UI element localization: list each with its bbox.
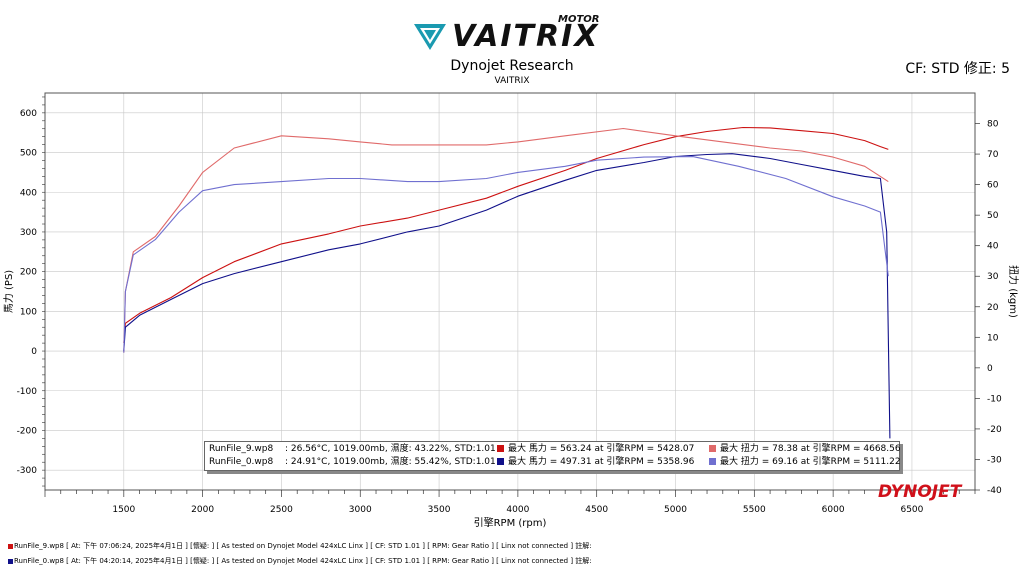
y-left-tick-label: -300 — [17, 466, 38, 476]
grid-lines — [45, 93, 975, 490]
legend-max-hp-text: 最大 馬力 = 497.31 at 引擎RPM = 5358.96 — [508, 457, 695, 467]
x-tick-label: 5500 — [743, 505, 766, 515]
shield-icon — [414, 24, 446, 50]
y-left-tick-label: 600 — [20, 109, 37, 119]
y-right-tick-label: 60 — [987, 181, 999, 191]
y-right-tick-label: 30 — [987, 272, 999, 282]
footer-text: RunFile_9.wp8 [ At: 下午 07:06:24, 2025年4月… — [14, 542, 592, 550]
y-left-tick-label: 200 — [20, 268, 37, 278]
x-tick-label: 3500 — [428, 505, 451, 515]
footer-run9: RunFile_9.wp8 [ At: 下午 07:06:24, 2025年4月… — [8, 541, 592, 551]
x-tick-label: 4500 — [585, 505, 608, 515]
footer-swatch — [8, 543, 13, 549]
legend-row-run0: RunFile_0.wp8 : 24.91°C, 1019.00mb, 濕度: … — [209, 456, 901, 469]
y-right-tick-label: 10 — [987, 333, 999, 343]
logo-sub-text: MOTOR — [558, 14, 599, 25]
y-right-tick-label: 20 — [987, 303, 999, 313]
y-right-tick-label: 50 — [987, 211, 999, 221]
footer-run0: RunFile_0.wp8 [ At: 下午 04:20:14, 2025年4月… — [8, 556, 592, 566]
y-right-tick-label: 40 — [987, 242, 999, 252]
y-right-tick-label: -30 — [987, 455, 1002, 465]
footer-swatch — [8, 558, 13, 564]
legend-swatch-hp — [497, 445, 504, 452]
vaitrix-logo-graphic: VAITRIX MOTOR — [414, 14, 599, 54]
y-axis-right-label: 扭力 (kgm) — [1007, 265, 1020, 318]
y-right-tick-label: -20 — [987, 425, 1002, 435]
legend-swatch-tq — [709, 445, 716, 452]
x-tick-label: 6500 — [900, 505, 923, 515]
x-tick-label: 5000 — [664, 505, 687, 515]
series-line-0 — [123, 126, 889, 344]
y-right-tick-label: -10 — [987, 394, 1002, 404]
y-left-tick-label: -100 — [17, 387, 38, 397]
legend-conditions: : 26.56°C, 1019.00mb, 濕度: 43.22%, STD:1.… — [285, 444, 496, 454]
y-right-tick-label: -40 — [987, 486, 1002, 496]
legend-file-name: RunFile_9.wp8 — [209, 444, 274, 454]
x-tick-label: 3000 — [349, 505, 372, 515]
chart-title: Dynojet Research — [450, 58, 574, 74]
legend-max-tq-text: 最大 扭力 = 69.16 at 引擎RPM = 5111.22 — [720, 457, 901, 467]
legend-max-tq: 最大 扭力 = 78.38 at 引擎RPM = 4668.56 — [709, 443, 901, 456]
y-right-tick-label: 80 — [987, 120, 999, 130]
legend-swatch-hp — [497, 458, 504, 465]
y-right-tick-label: 70 — [987, 150, 999, 160]
logo-brand-text: VAITRIX — [452, 19, 599, 54]
legend-max-tq-text: 最大 扭力 = 78.38 at 引擎RPM = 4668.56 — [720, 444, 901, 454]
axes: 1500 2000 2500 3000 3500 4000 4500 5000 5500 6000… — [17, 96, 1002, 515]
chart-subtitle: VAITRIX — [494, 76, 530, 86]
plot-frame — [44, 92, 976, 491]
legend-max-hp-text: 最大 馬力 = 563.24 at 引擎RPM = 5428.07 — [508, 444, 695, 454]
y-left-tick-label: 500 — [20, 149, 37, 159]
legend-max-tq: 最大 扭力 = 69.16 at 引擎RPM = 5111.22 — [709, 456, 901, 469]
legend-file-name: RunFile_0.wp8 — [209, 457, 274, 467]
y-left-tick-label: -200 — [17, 426, 38, 436]
legend: RunFile_9.wp8 : 26.56°C, 1019.00mb, 濕度: … — [204, 441, 901, 471]
x-tick-label: 2500 — [270, 505, 293, 515]
legend-max-hp: 最大 馬力 = 563.24 at 引擎RPM = 5428.07 — [497, 443, 697, 456]
y-left-tick-label: 0 — [31, 347, 37, 357]
legend-conditions: : 24.91°C, 1019.00mb, 濕度: 55.42%, STD:1.… — [285, 457, 496, 467]
legend-max-hp: 最大 馬力 = 497.31 at 引擎RPM = 5358.96 — [497, 456, 697, 469]
y-left-tick-label: 100 — [20, 307, 37, 317]
series-line-1 — [123, 127, 889, 353]
y-left-tick-label: 400 — [20, 188, 37, 198]
x-tick-label: 4000 — [506, 505, 529, 515]
dynojet-logo: DYNOJET — [878, 482, 963, 502]
correction-factor-label: CF: STD 修正: 5 — [905, 61, 1010, 77]
x-tick-label: 1500 — [112, 505, 135, 515]
x-tick-label: 6000 — [822, 505, 845, 515]
y-right-tick-label: 0 — [987, 364, 993, 374]
x-axis-label: 引擎RPM (rpm) — [474, 516, 547, 529]
vaitrix-logo: VAITRIX MOTOR — [412, 10, 612, 56]
series-layer — [123, 126, 891, 439]
legend-swatch-tq — [709, 458, 716, 465]
series-line-2 — [123, 153, 891, 439]
footer-text: RunFile_0.wp8 [ At: 下午 04:20:14, 2025年4月… — [14, 557, 592, 565]
x-tick-label: 2000 — [191, 505, 214, 515]
legend-row-run9: RunFile_9.wp8 : 26.56°C, 1019.00mb, 濕度: … — [209, 443, 901, 456]
series-line-3 — [123, 156, 889, 353]
y-left-tick-label: 300 — [20, 228, 37, 238]
y-axis-left-label: 馬力 (PS) — [2, 270, 15, 313]
